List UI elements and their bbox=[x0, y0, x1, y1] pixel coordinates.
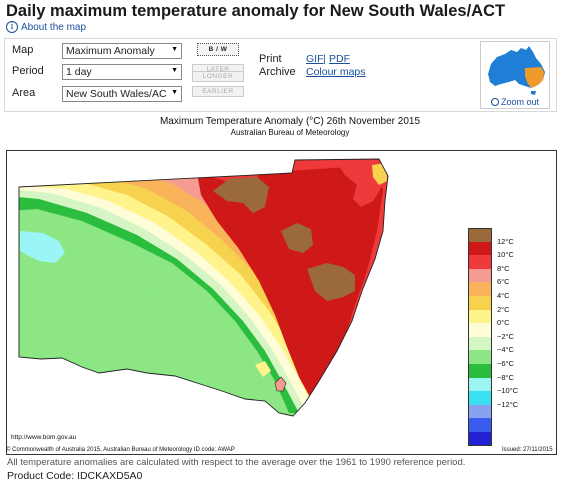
map-options-panel: Map Period Area Maximum Anomaly ▼ 1 day … bbox=[4, 38, 557, 112]
legend-label: −10°C bbox=[497, 386, 519, 396]
legend-swatch bbox=[468, 418, 492, 432]
issued-date: Issued: 27/11/2015 bbox=[502, 447, 553, 453]
nsw-highlight bbox=[525, 67, 544, 88]
australia-locator-map[interactable]: Zoom out bbox=[480, 41, 550, 109]
chevron-down-icon: ▼ bbox=[171, 46, 178, 53]
legend-swatch bbox=[468, 268, 492, 283]
period-select[interactable]: 1 day ▼ bbox=[62, 64, 182, 80]
legend-swatch bbox=[468, 377, 492, 392]
reference-period-note: All temperature anomalies are calculated… bbox=[7, 457, 466, 468]
legend-label: 0°C bbox=[497, 318, 510, 328]
map-subtitle: Australian Bureau of Meteorology bbox=[230, 128, 350, 137]
earlier-button[interactable]: EARLIER bbox=[192, 86, 244, 97]
area-select-value: New South Wales/AC bbox=[66, 88, 167, 100]
australia-thumbnail bbox=[488, 46, 545, 95]
legend-swatch bbox=[468, 255, 492, 269]
archive-label: Archive bbox=[259, 66, 296, 78]
anomaly-fill bbox=[19, 159, 388, 416]
map-select[interactable]: Maximum Anomaly ▼ bbox=[62, 43, 182, 59]
colour-maps-link[interactable]: Colour maps bbox=[306, 66, 366, 78]
bom-url: http://www.bom.gov.au bbox=[11, 434, 77, 441]
product-code: Product Code: IDCKAXD5A0 bbox=[7, 470, 143, 482]
print-label: Print bbox=[259, 53, 282, 65]
about-the-map-link[interactable]: i About the map bbox=[6, 21, 86, 33]
legend-swatch bbox=[468, 404, 492, 419]
chevron-down-icon: ▼ bbox=[171, 67, 178, 74]
legend-label: 2°C bbox=[497, 304, 510, 314]
legend-label: 8°C bbox=[497, 263, 510, 273]
legend-swatch bbox=[468, 241, 492, 256]
legend-swatch bbox=[468, 296, 492, 310]
legend-label: −12°C bbox=[497, 399, 519, 409]
legend-swatch bbox=[468, 282, 492, 296]
copyright-line: © Commonwealth of Australia 2015, Austra… bbox=[6, 447, 235, 453]
nsw-anomaly-map bbox=[18, 158, 389, 417]
anomaly-map: http://www.bom.gov.au 12°C 10°C 8°C 6°C … bbox=[6, 150, 557, 455]
map-select-value: Maximum Anomaly bbox=[66, 45, 155, 57]
info-icon: i bbox=[6, 21, 18, 33]
longer-button[interactable]: LONGER bbox=[192, 71, 244, 82]
legend-label: 6°C bbox=[497, 277, 510, 287]
legend-swatch bbox=[468, 323, 492, 337]
legend-swatch bbox=[468, 350, 492, 364]
about-the-map-label: About the map bbox=[21, 21, 87, 33]
state-border bbox=[18, 158, 389, 417]
area-label: Area bbox=[12, 87, 36, 99]
tasmania-shape bbox=[531, 91, 536, 95]
magnifier-icon bbox=[491, 98, 499, 106]
legend-label: −6°C bbox=[497, 359, 514, 368]
area-select[interactable]: New South Wales/AC ▼ bbox=[62, 86, 182, 102]
legend-swatch bbox=[468, 391, 492, 405]
pdf-link[interactable]: PDF bbox=[329, 53, 350, 65]
legend-label: 4°C bbox=[497, 291, 510, 300]
map-label: Map bbox=[12, 44, 34, 56]
legend-swatch bbox=[468, 336, 492, 351]
link-separator: | bbox=[323, 53, 326, 65]
zoom-out-label: Zoom out bbox=[501, 97, 540, 107]
gif-link[interactable]: GIF bbox=[306, 53, 324, 65]
period-label: Period bbox=[12, 65, 44, 77]
legend-label: −8°C bbox=[497, 372, 514, 382]
legend-swatch bbox=[468, 432, 492, 446]
legend-label: 12°C bbox=[497, 236, 514, 246]
map-title: Maximum Temperature Anomaly (°C) 26th No… bbox=[159, 116, 421, 127]
act-border bbox=[274, 376, 287, 392]
legend-label: −4°C bbox=[497, 345, 514, 355]
legend-swatch bbox=[468, 309, 492, 324]
period-select-value: 1 day bbox=[66, 66, 92, 78]
legend-label: 10°C bbox=[497, 250, 514, 260]
legend-label: −2°C bbox=[497, 331, 514, 341]
zoom-out-link[interactable]: Zoom out bbox=[491, 97, 539, 107]
black-white-button[interactable]: B / W bbox=[197, 43, 239, 56]
chevron-down-icon: ▼ bbox=[171, 89, 178, 96]
page-title: Daily maximum temperature anomaly for Ne… bbox=[6, 2, 506, 20]
legend-swatch bbox=[468, 364, 492, 378]
legend-swatch bbox=[468, 228, 492, 242]
